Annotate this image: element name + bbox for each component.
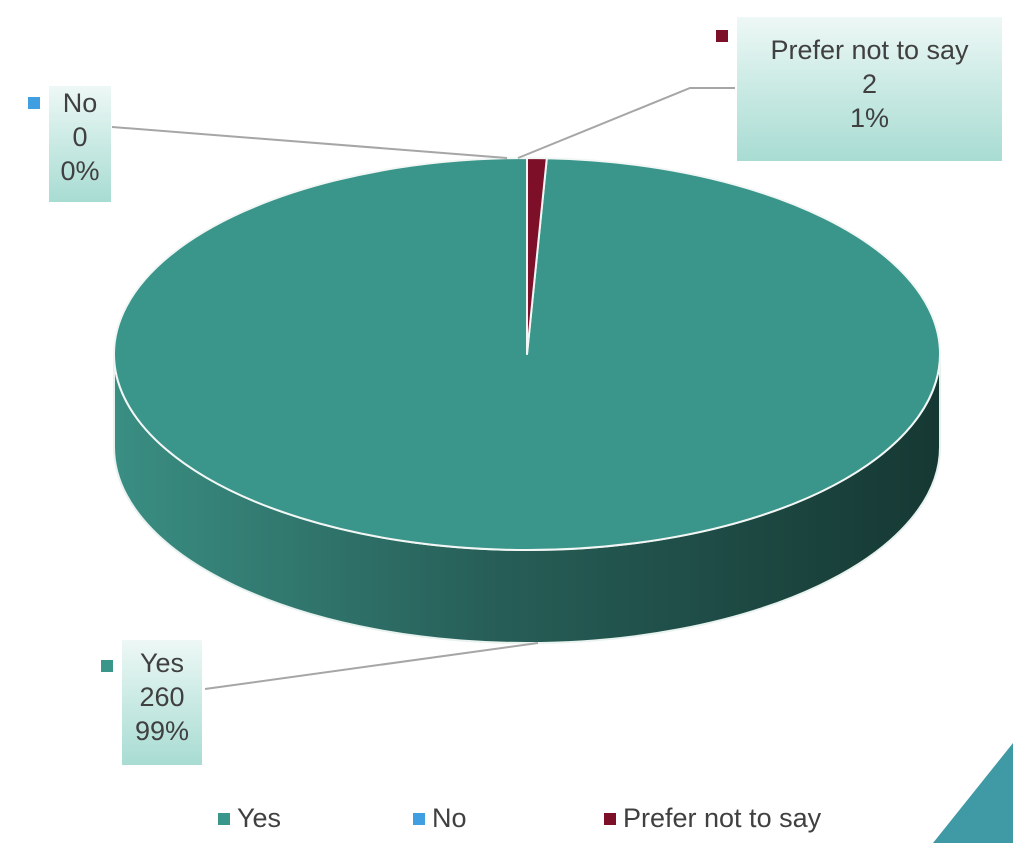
data-label-no: No 0 0% bbox=[28, 86, 111, 202]
label-no-percent: 0% bbox=[60, 156, 100, 186]
leader-line-no bbox=[111, 126, 508, 159]
label-yes-value: 260 bbox=[139, 682, 185, 712]
chart-legend: Yes No Prefer not to say bbox=[0, 803, 1013, 843]
label-no-value: 0 bbox=[72, 122, 88, 152]
prefer-swatch bbox=[716, 30, 728, 42]
label-no-name: No bbox=[62, 88, 98, 118]
legend-item-no[interactable]: No bbox=[413, 803, 467, 834]
leader-lines bbox=[111, 87, 735, 690]
leader-line-yes bbox=[204, 642, 539, 690]
label-yes-percent: 99% bbox=[134, 716, 190, 746]
legend-label-yes: Yes bbox=[237, 803, 282, 833]
legend-swatch-prefer bbox=[604, 812, 616, 825]
pie-slices bbox=[113, 156, 941, 551]
corner-decoration bbox=[933, 743, 1013, 843]
legend-label-prefer: Prefer not to say bbox=[623, 803, 822, 833]
label-prefer-value: 2 bbox=[861, 69, 878, 99]
legend-swatch-no bbox=[413, 812, 425, 825]
label-prefer-percent: 1% bbox=[849, 103, 890, 133]
legend-swatch-yes bbox=[218, 812, 230, 825]
data-label-yes: Yes 260 99% bbox=[101, 640, 202, 765]
label-prefer-name: Prefer not to say bbox=[770, 35, 969, 65]
data-label-prefer-not-to-say: Prefer not to say 2 1% bbox=[716, 17, 1002, 161]
yes-swatch bbox=[101, 660, 113, 672]
leader-line-prefer bbox=[517, 87, 735, 159]
no-swatch bbox=[28, 97, 40, 109]
legend-item-yes[interactable]: Yes bbox=[218, 803, 281, 834]
label-yes-name: Yes bbox=[139, 648, 185, 678]
legend-label-no: No bbox=[432, 803, 467, 833]
pie-slice-prefer-not-to-say[interactable] bbox=[526, 156, 548, 355]
legend-item-prefer-not-to-say[interactable]: Prefer not to say bbox=[604, 803, 821, 834]
